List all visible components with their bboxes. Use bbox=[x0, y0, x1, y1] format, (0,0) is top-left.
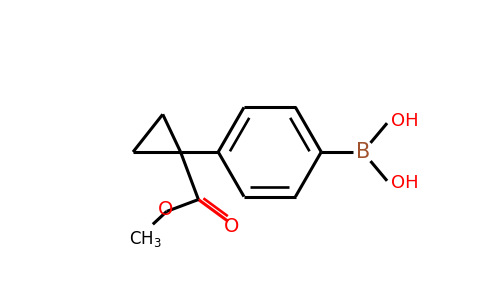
Text: B: B bbox=[356, 142, 370, 162]
Text: CH$_3$: CH$_3$ bbox=[129, 229, 161, 249]
Text: O: O bbox=[224, 217, 239, 236]
Text: OH: OH bbox=[391, 112, 419, 130]
Text: OH: OH bbox=[391, 174, 419, 192]
Text: O: O bbox=[158, 200, 173, 219]
